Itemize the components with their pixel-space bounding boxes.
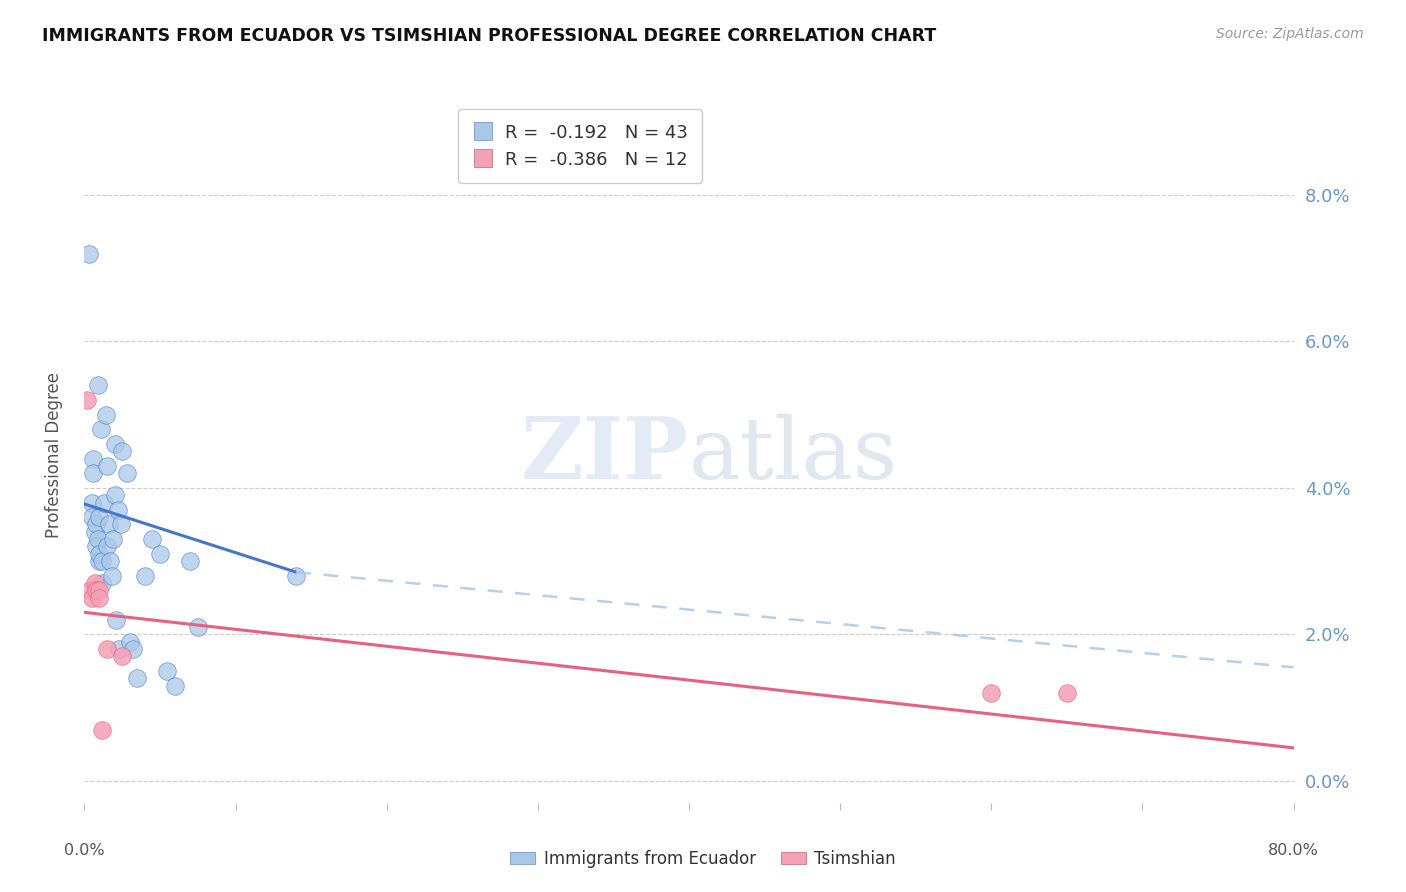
Point: [90, 422, 112, 436]
Point: [179, 554, 201, 568]
Point: [110, 517, 132, 532]
Point: [89, 591, 111, 605]
Point: [104, 437, 127, 451]
Legend: R =  -0.192   N = 43, R =  -0.386   N = 12: R = -0.192 N = 43, R = -0.386 N = 12: [458, 109, 702, 183]
Point: [127, 671, 149, 685]
Point: [105, 613, 128, 627]
Point: [82, 451, 104, 466]
Point: [80, 510, 103, 524]
Text: IMMIGRANTS FROM ECUADOR VS TSIMSHIAN PROFESSIONAL DEGREE CORRELATION CHART: IMMIGRANTS FROM ECUADOR VS TSIMSHIAN PRO…: [42, 27, 936, 45]
Point: [89, 554, 111, 568]
Point: [84, 524, 107, 539]
Point: [104, 488, 127, 502]
Point: [118, 634, 141, 648]
Point: [91, 554, 114, 568]
Point: [187, 620, 209, 634]
Point: [84, 576, 107, 591]
Point: [96, 642, 118, 657]
Point: [980, 686, 1002, 700]
Point: [141, 532, 163, 546]
Point: [107, 503, 129, 517]
Point: [76, 392, 98, 407]
Y-axis label: Professional Degree: Professional Degree: [45, 372, 63, 538]
Point: [79, 583, 101, 598]
Text: ZIP: ZIP: [522, 413, 689, 497]
Text: 0.0%: 0.0%: [65, 843, 104, 858]
Text: Source: ZipAtlas.com: Source: ZipAtlas.com: [1216, 27, 1364, 41]
Point: [91, 723, 114, 737]
Legend: Immigrants from Ecuador, Tsimshian: Immigrants from Ecuador, Tsimshian: [503, 844, 903, 875]
Point: [165, 679, 187, 693]
Point: [96, 540, 118, 554]
Point: [80, 495, 103, 509]
Point: [101, 532, 124, 546]
Point: [121, 642, 143, 657]
Point: [82, 467, 104, 481]
Point: [89, 510, 111, 524]
Text: atlas: atlas: [689, 413, 898, 497]
Point: [86, 540, 108, 554]
Point: [80, 591, 103, 605]
Point: [149, 547, 172, 561]
Point: [94, 408, 117, 422]
Point: [89, 583, 111, 598]
Point: [93, 495, 115, 509]
Point: [285, 568, 308, 582]
Point: [97, 517, 120, 532]
Point: [77, 246, 100, 260]
Point: [86, 517, 108, 532]
Point: [115, 467, 138, 481]
Point: [111, 444, 134, 458]
Point: [87, 532, 110, 546]
Point: [86, 583, 108, 598]
Point: [87, 378, 110, 392]
Point: [156, 664, 179, 678]
Point: [108, 642, 131, 657]
Point: [100, 568, 122, 582]
Point: [1056, 686, 1078, 700]
Point: [98, 554, 121, 568]
Point: [91, 576, 114, 591]
Text: 80.0%: 80.0%: [1268, 843, 1319, 858]
Point: [134, 568, 156, 582]
Point: [89, 547, 111, 561]
Point: [96, 458, 118, 473]
Point: [111, 649, 134, 664]
